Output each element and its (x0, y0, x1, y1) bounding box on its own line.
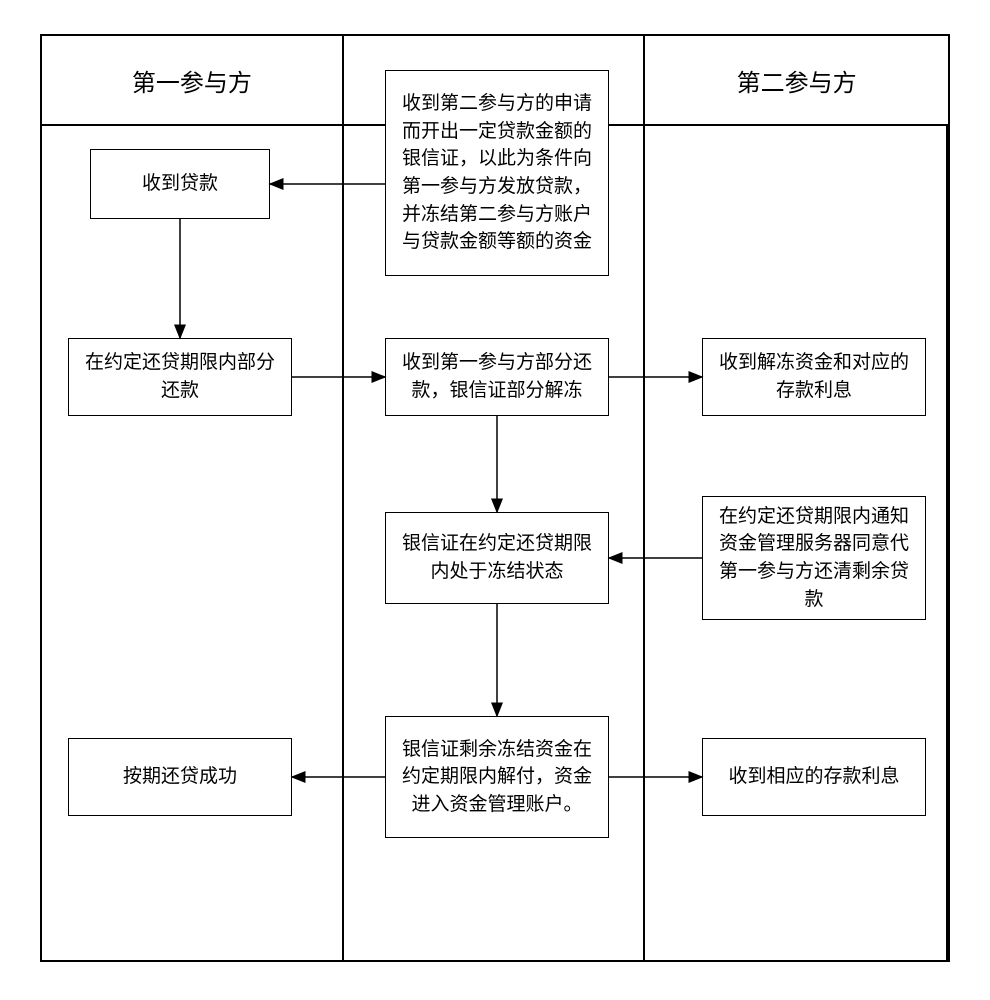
node-notify-agree: 在约定还贷期限内通知资金管理服务器同意代第一参与方还清剩余贷款 (702, 496, 926, 620)
node-release-remaining: 银信证剩余冻结资金在约定期限内解付，资金进入资金管理账户。 (385, 716, 609, 838)
node-receive-interest: 收到相应的存款利息 (702, 738, 926, 816)
node-receive-loan: 收到贷款 (90, 149, 270, 219)
node-issue-certificate: 收到第二参与方的申请而开出一定贷款金额的银信证，以此为条件向第一参与方发放贷款，… (385, 70, 609, 276)
swimlane-diagram: 第一参与方 资金管理服务器 第二参与方 收到贷款 收到第二参与方的申请而开出一定… (40, 34, 950, 962)
node-receive-unfrozen: 收到解冻资金和对应的存款利息 (702, 338, 926, 416)
node-receive-partial: 收到第一参与方部分还款，银信证部分解冻 (385, 338, 609, 416)
lane-1 (42, 126, 344, 962)
lane-header-3: 第二参与方 (645, 36, 948, 124)
swimlane-body: 收到贷款 收到第二参与方的申请而开出一定贷款金额的银信证，以此为条件向第一参与方… (42, 126, 948, 962)
lane-header-1: 第一参与方 (42, 36, 344, 124)
node-frozen-state: 银信证在约定还贷期限内处于冻结状态 (385, 512, 609, 604)
node-partial-repay: 在约定还贷期限内部分还款 (68, 338, 292, 416)
node-repay-success: 按期还贷成功 (68, 738, 292, 816)
